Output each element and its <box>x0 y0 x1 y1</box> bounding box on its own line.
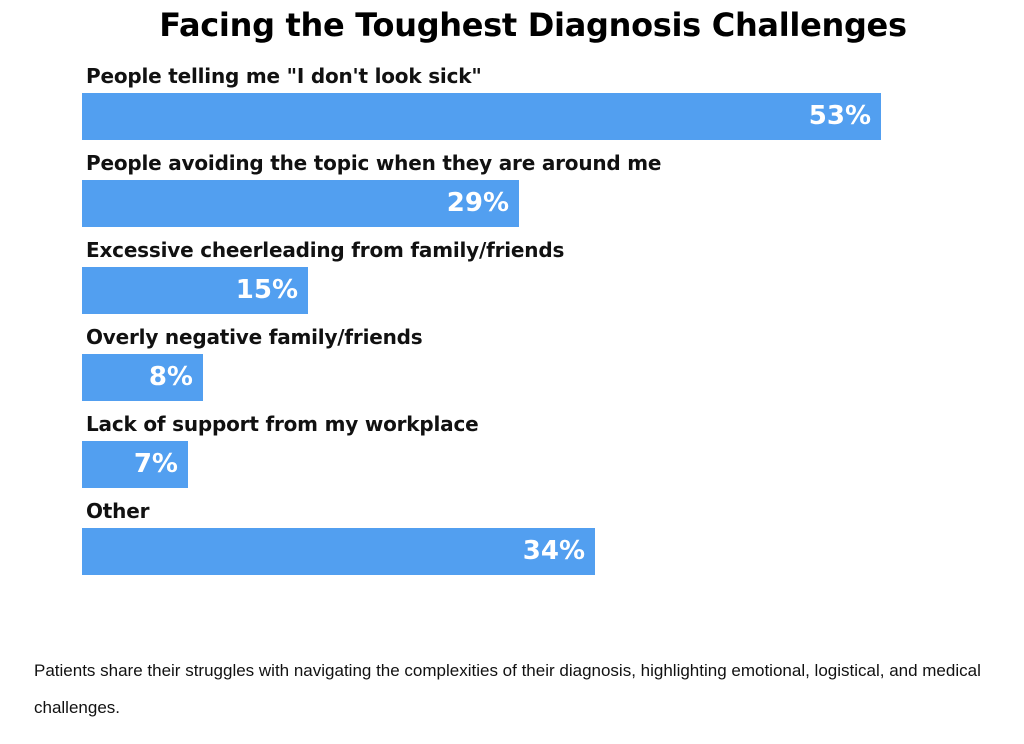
value-label: 7% <box>133 449 178 479</box>
bar: 53% <box>82 93 881 140</box>
bar: 7% <box>82 441 188 488</box>
value-label: 15% <box>235 275 298 305</box>
category-label: People telling me "I don't look sick" <box>86 64 482 88</box>
chart-caption: Patients share their struggles with navi… <box>34 661 981 717</box>
bar-row: Other 34% <box>82 497 1002 577</box>
value-label: 34% <box>522 536 585 566</box>
bar: 15% <box>82 267 308 314</box>
bar-row: Lack of support from my workplace 7% <box>82 410 1002 490</box>
category-label: Overly negative family/friends <box>86 325 423 349</box>
chart-title: Facing the Toughest Diagnosis Challenges <box>159 6 907 44</box>
category-label: Excessive cheerleading from family/frien… <box>86 238 565 262</box>
bar-row: Overly negative family/friends 8% <box>82 323 1002 403</box>
bar: 29% <box>82 180 519 227</box>
category-label: People avoiding the topic when they are … <box>86 151 662 175</box>
bar-row: People avoiding the topic when they are … <box>82 149 1002 229</box>
bar-chart: People telling me "I don't look sick" 53%… <box>82 62 1002 582</box>
value-label: 8% <box>148 362 193 392</box>
value-label: 29% <box>446 188 509 218</box>
category-label: Lack of support from my workplace <box>86 412 479 436</box>
bar: 8% <box>82 354 203 401</box>
bar-row: Excessive cheerleading from family/frien… <box>82 236 1002 316</box>
value-label: 53% <box>808 101 871 131</box>
bar-row: People telling me "I don't look sick" 53% <box>82 62 1002 142</box>
category-label: Other <box>86 499 150 523</box>
bar: 34% <box>82 528 595 575</box>
